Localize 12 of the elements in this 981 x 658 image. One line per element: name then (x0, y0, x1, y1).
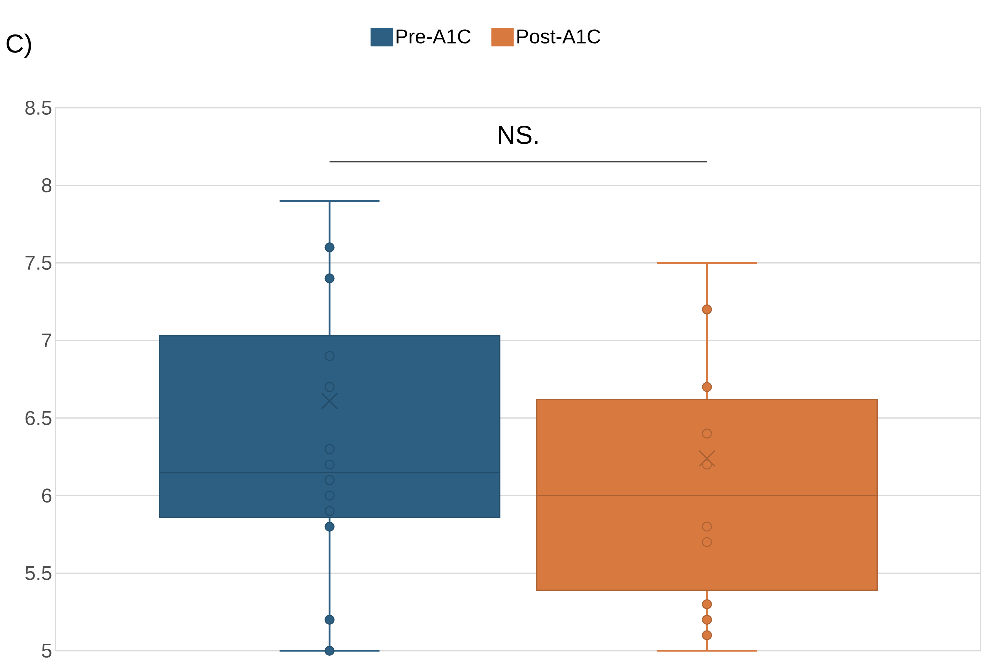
y-tick-label: 5.5 (26, 566, 52, 580)
legend-label: Pre-A1C (396, 30, 471, 44)
y-tick-label: 8 (42, 178, 52, 193)
y-tick-label: 7 (42, 334, 52, 348)
y-tick-label: 5 (42, 644, 52, 658)
annotation: NS. (499, 126, 538, 144)
y-tick-label: 7.5 (26, 256, 52, 270)
y-tick-label: 6.5 (26, 411, 52, 426)
y-tick-label: 6 (42, 488, 52, 503)
y-tick-label: 8.5 (26, 100, 52, 116)
legend-label: Post-A1C (518, 30, 601, 44)
chart-title: C) (6, 34, 32, 58)
